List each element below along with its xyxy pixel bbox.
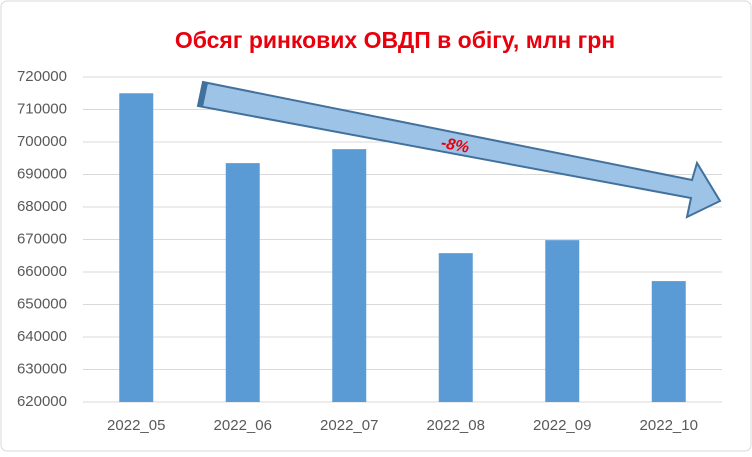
bar xyxy=(225,163,260,402)
y-tick-label: 640000 xyxy=(17,328,67,345)
y-tick-label: 650000 xyxy=(17,295,67,312)
x-tick-label: 2022_05 xyxy=(107,417,165,434)
trend-arrow xyxy=(196,80,722,219)
y-tick-label: 680000 xyxy=(17,198,67,215)
bars xyxy=(119,93,686,402)
bar xyxy=(332,149,367,402)
grid: 620000 630000 640000 650000 660000 670000 6800… xyxy=(17,68,722,410)
y-tick-label: 700000 xyxy=(17,133,67,150)
y-tick-label: 620000 xyxy=(17,393,67,410)
y-tick-label: 670000 xyxy=(17,230,67,247)
trend-arrow-tail xyxy=(198,82,208,107)
y-tick-label: 720000 xyxy=(17,68,67,85)
x-tick-label: 2022_06 xyxy=(214,417,272,434)
y-tick-label: 690000 xyxy=(17,165,67,182)
chart-title: Обсяг ринкових ОВДП в обігу, млн грн xyxy=(175,27,615,53)
bar xyxy=(438,253,473,402)
y-tick-label: 660000 xyxy=(17,263,67,280)
x-tick-label: 2022_10 xyxy=(640,417,698,434)
x-tick-label: 2022_07 xyxy=(320,417,378,434)
bar xyxy=(119,93,154,402)
x-tick-label: 2022_08 xyxy=(427,417,485,434)
bar xyxy=(651,281,686,402)
bar xyxy=(545,240,580,402)
x-tick-label: 2022_09 xyxy=(533,417,591,434)
y-tick-label: 710000 xyxy=(17,100,67,117)
y-tick-label: 630000 xyxy=(17,360,67,377)
annotation: -8% xyxy=(439,135,470,157)
